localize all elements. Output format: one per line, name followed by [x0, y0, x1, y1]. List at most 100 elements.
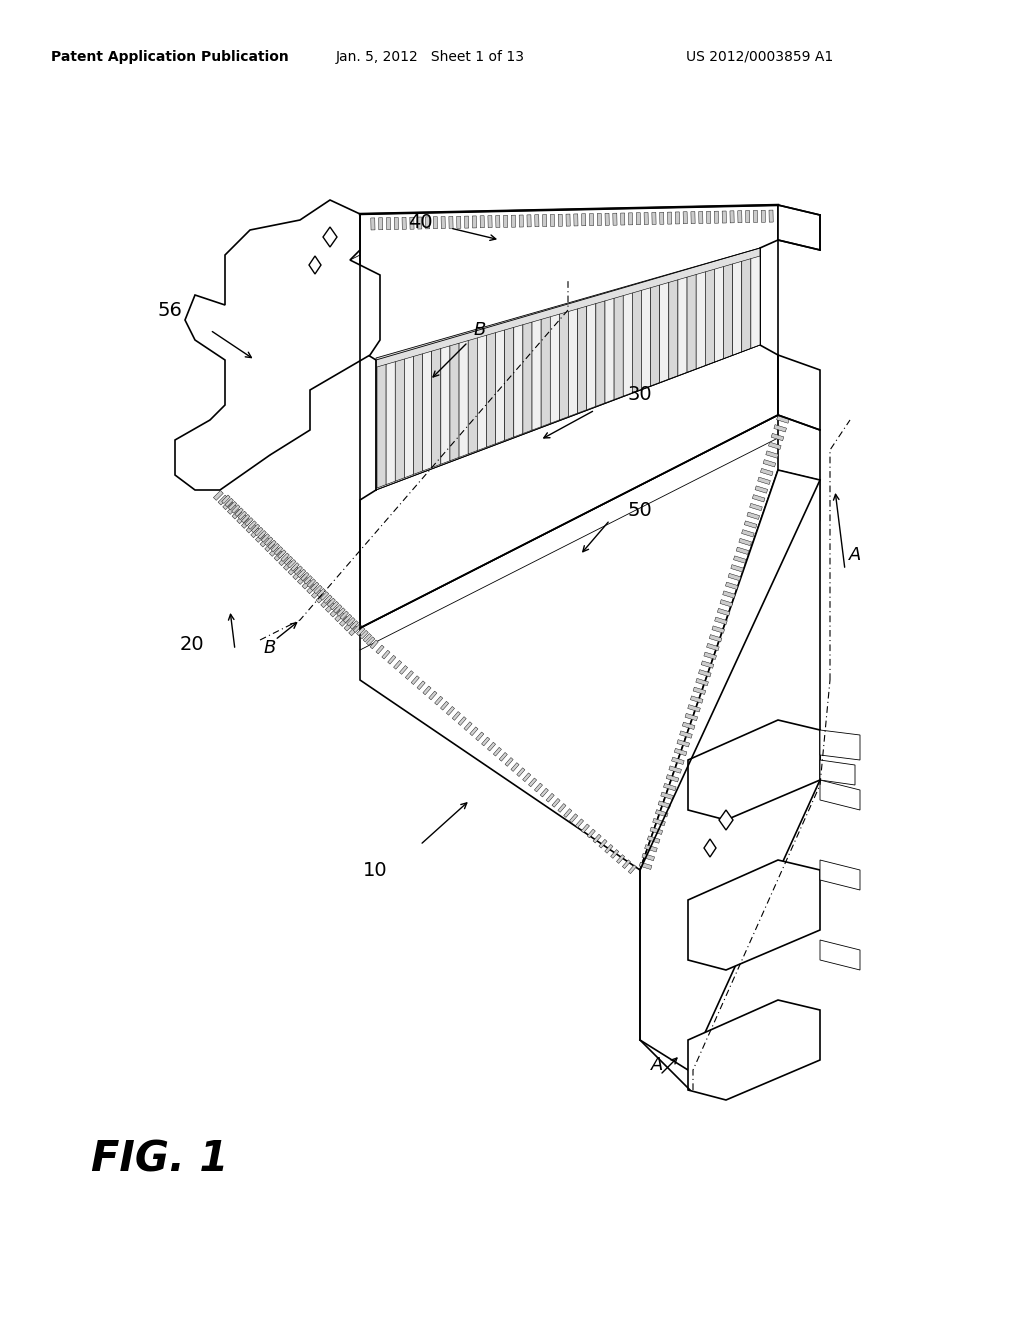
- Polygon shape: [360, 414, 778, 870]
- Polygon shape: [335, 611, 345, 622]
- Polygon shape: [496, 330, 505, 444]
- Polygon shape: [429, 692, 437, 700]
- Polygon shape: [578, 306, 587, 413]
- Polygon shape: [778, 355, 820, 430]
- Polygon shape: [310, 582, 318, 590]
- Polygon shape: [707, 211, 711, 223]
- Polygon shape: [517, 768, 525, 776]
- Polygon shape: [228, 502, 237, 510]
- Polygon shape: [367, 636, 375, 645]
- Polygon shape: [301, 573, 309, 581]
- Polygon shape: [231, 504, 240, 513]
- Text: A: A: [849, 546, 861, 564]
- Polygon shape: [307, 578, 315, 587]
- Polygon shape: [251, 528, 261, 537]
- Polygon shape: [688, 861, 820, 970]
- Polygon shape: [629, 213, 633, 224]
- Polygon shape: [269, 546, 280, 556]
- Polygon shape: [751, 256, 760, 348]
- Polygon shape: [563, 809, 571, 817]
- Polygon shape: [267, 540, 276, 549]
- Polygon shape: [745, 210, 750, 223]
- Polygon shape: [701, 661, 714, 668]
- Polygon shape: [412, 676, 420, 685]
- Polygon shape: [523, 322, 532, 433]
- Polygon shape: [582, 214, 586, 226]
- Polygon shape: [496, 215, 500, 227]
- Polygon shape: [698, 669, 711, 677]
- Polygon shape: [227, 504, 238, 515]
- Polygon shape: [297, 569, 306, 578]
- Polygon shape: [343, 614, 352, 623]
- Polygon shape: [393, 660, 401, 669]
- Polygon shape: [705, 840, 716, 857]
- Polygon shape: [242, 519, 251, 528]
- Polygon shape: [688, 719, 820, 820]
- Polygon shape: [614, 296, 624, 400]
- Polygon shape: [761, 469, 773, 475]
- Polygon shape: [650, 285, 659, 385]
- Polygon shape: [688, 705, 700, 711]
- Polygon shape: [766, 451, 778, 458]
- Polygon shape: [434, 696, 442, 705]
- Polygon shape: [313, 585, 323, 594]
- Text: FIG. 1: FIG. 1: [91, 1139, 228, 1181]
- Polygon shape: [754, 210, 758, 223]
- Polygon shape: [291, 562, 299, 572]
- Polygon shape: [349, 626, 358, 636]
- Polygon shape: [321, 591, 329, 601]
- Polygon shape: [758, 477, 770, 484]
- Polygon shape: [232, 510, 242, 519]
- Polygon shape: [449, 216, 453, 228]
- Polygon shape: [744, 521, 757, 528]
- Polygon shape: [465, 216, 469, 228]
- Polygon shape: [690, 696, 703, 704]
- Polygon shape: [732, 261, 741, 355]
- Polygon shape: [715, 211, 719, 223]
- Polygon shape: [691, 211, 695, 223]
- Polygon shape: [642, 853, 654, 861]
- Polygon shape: [285, 556, 293, 565]
- Polygon shape: [771, 433, 783, 441]
- Polygon shape: [720, 599, 732, 607]
- Polygon shape: [505, 758, 513, 767]
- Polygon shape: [260, 537, 270, 546]
- Polygon shape: [239, 511, 247, 520]
- Polygon shape: [590, 214, 594, 226]
- Polygon shape: [271, 544, 280, 552]
- Polygon shape: [550, 214, 555, 227]
- Polygon shape: [278, 549, 286, 558]
- Polygon shape: [731, 565, 743, 572]
- Polygon shape: [441, 216, 445, 228]
- Polygon shape: [647, 836, 660, 843]
- Polygon shape: [423, 351, 432, 471]
- Polygon shape: [376, 248, 760, 490]
- Polygon shape: [334, 605, 342, 612]
- Polygon shape: [535, 783, 543, 792]
- Polygon shape: [587, 829, 595, 838]
- Polygon shape: [558, 804, 566, 812]
- Polygon shape: [633, 290, 641, 392]
- Polygon shape: [279, 556, 289, 566]
- Polygon shape: [330, 607, 340, 616]
- Polygon shape: [237, 513, 247, 524]
- Polygon shape: [364, 634, 372, 642]
- Polygon shape: [388, 655, 396, 664]
- Polygon shape: [297, 574, 307, 585]
- Polygon shape: [261, 533, 269, 543]
- Polygon shape: [242, 515, 250, 523]
- Polygon shape: [687, 275, 696, 372]
- Polygon shape: [652, 818, 666, 826]
- Polygon shape: [480, 215, 484, 228]
- Polygon shape: [575, 818, 584, 828]
- Polygon shape: [696, 272, 706, 368]
- Polygon shape: [640, 470, 820, 1071]
- Text: B: B: [264, 639, 276, 657]
- Polygon shape: [695, 678, 709, 685]
- Polygon shape: [459, 341, 468, 457]
- Polygon shape: [644, 213, 648, 224]
- Polygon shape: [379, 218, 383, 230]
- Polygon shape: [669, 766, 682, 774]
- Polygon shape: [739, 539, 752, 545]
- Polygon shape: [820, 760, 855, 785]
